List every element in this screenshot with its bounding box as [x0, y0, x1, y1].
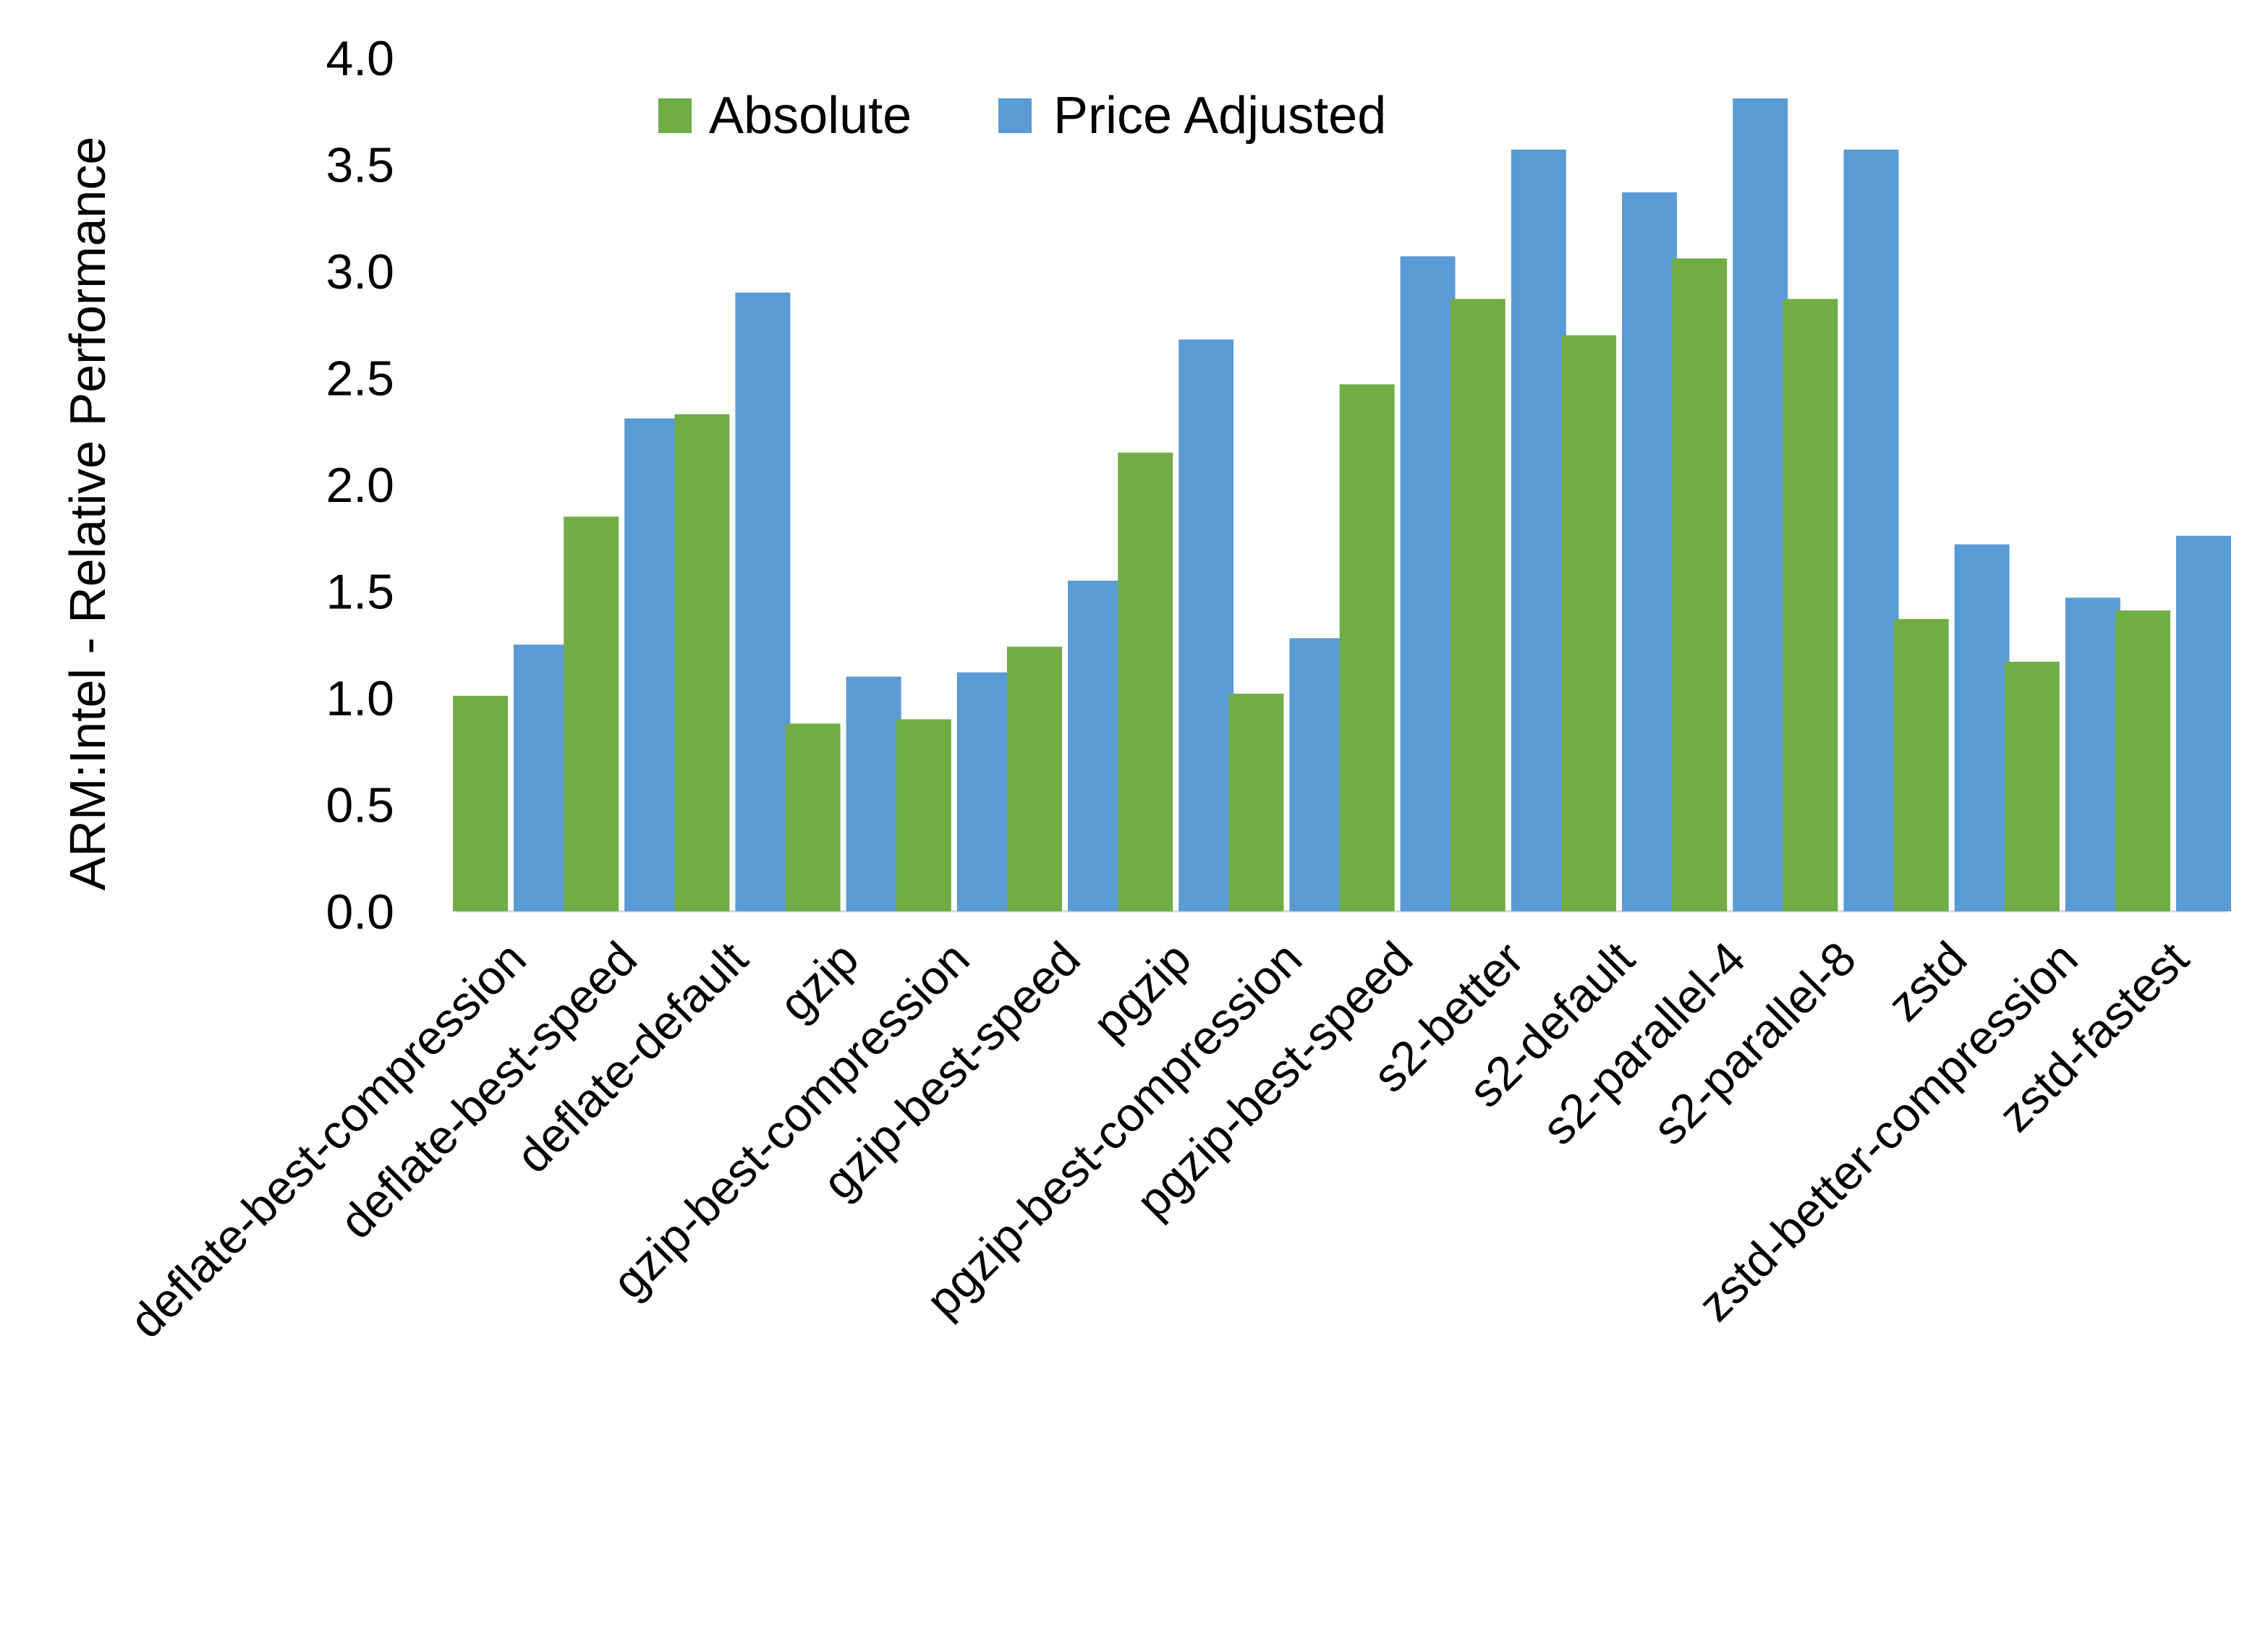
bar-absolute — [1672, 258, 1728, 911]
bar-price-adjusted — [2176, 535, 2231, 911]
bar-absolute — [2115, 610, 2170, 911]
bar-absolute — [1228, 694, 1284, 911]
bar-price-adjusted — [1068, 580, 1123, 911]
bar-absolute — [564, 516, 619, 911]
legend-swatch-absolute — [658, 98, 692, 133]
bar-absolute — [453, 696, 508, 911]
bar-price-adjusted — [1622, 192, 1677, 912]
y-tick-label: 0.5 — [326, 778, 394, 833]
y-tick-label: 0.0 — [326, 885, 394, 940]
bar-price-adjusted — [2065, 597, 2120, 911]
bar-price-adjusted — [735, 292, 791, 911]
y-axis-title: ARM:Intel - Relative Performance — [59, 137, 116, 891]
bar-price-adjusted — [1954, 544, 2010, 911]
y-tick-label: 3.5 — [326, 138, 394, 193]
bar-price-adjusted — [624, 418, 680, 911]
legend-label-price-adjusted: Price Adjusted — [1053, 87, 1386, 145]
legend: Absolute Price Adjusted — [658, 87, 1386, 145]
bar-absolute — [785, 723, 841, 911]
bar-price-adjusted — [1511, 149, 1566, 912]
bar-price-adjusted — [1289, 638, 1345, 911]
bar-absolute — [1561, 335, 1616, 911]
y-tick-label: 3.0 — [326, 244, 394, 299]
y-tick-label: 1.5 — [326, 565, 394, 620]
bar-absolute — [1007, 647, 1062, 911]
bar-absolute — [896, 719, 951, 911]
bar-price-adjusted — [1178, 339, 1234, 911]
x-tick-label: gzip — [769, 932, 869, 1031]
y-tick-label: 2.0 — [326, 458, 394, 513]
bar-price-adjusted — [514, 644, 569, 911]
bar-price-adjusted — [1733, 98, 1788, 911]
bar-absolute — [2004, 661, 2060, 911]
legend-swatch-price-adjusted — [998, 98, 1032, 133]
bar-absolute — [1783, 299, 1838, 912]
y-tick-label: 1.0 — [326, 671, 394, 726]
bar-price-adjusted — [846, 676, 901, 911]
legend-label-absolute: Absolute — [709, 87, 912, 145]
bar-absolute — [1450, 299, 1505, 912]
x-tick-label: zstd — [1877, 932, 1977, 1031]
bar-absolute — [1339, 384, 1395, 911]
y-tick-label: 4.0 — [326, 31, 394, 86]
bar-price-adjusted — [1843, 149, 1899, 912]
bar-price-adjusted — [1400, 256, 1456, 912]
bar-absolute — [674, 414, 730, 911]
bar-absolute — [1893, 618, 1949, 911]
bar-absolute — [1118, 452, 1173, 911]
y-tick-label: 2.5 — [326, 352, 394, 406]
bar-price-adjusted — [956, 672, 1012, 911]
